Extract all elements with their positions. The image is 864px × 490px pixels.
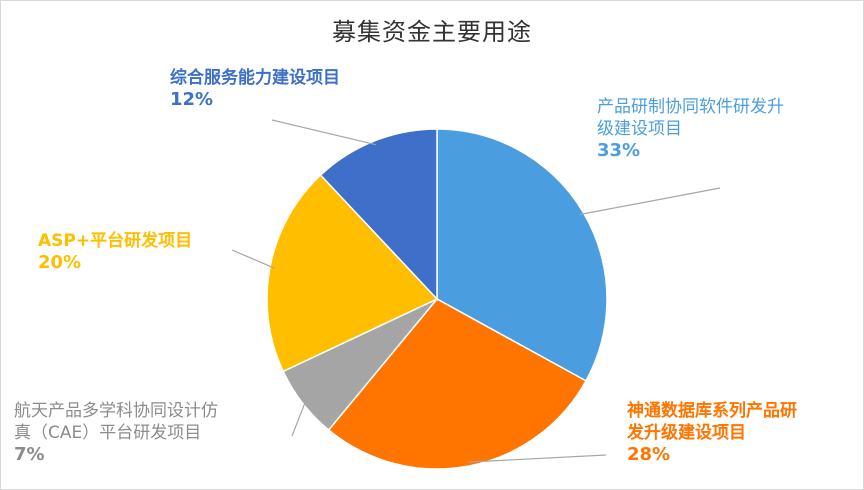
slice-percent: 28% (627, 444, 671, 465)
slice-label-cae-platform: 航天产品多学科协同设计仿 真（CAE）平台研发项目 7% (14, 400, 304, 466)
leader-line (271, 119, 377, 146)
leader-lines (231, 119, 721, 463)
leader-line (579, 187, 721, 216)
leader-line (468, 454, 607, 463)
slice-product-collab (436, 128, 608, 382)
slice-label-text: 级建设项目 (597, 119, 682, 139)
chart-title: 募集资金主要用途 (332, 18, 532, 46)
slice-label-product-collab: 产品研制协同软件研发升 级建设项目 33% (597, 96, 807, 162)
slice-label-text: 综合服务能力建设项目 (170, 68, 340, 88)
slice-label-service-capacity: 综合服务能力建设项目 12% (170, 67, 430, 111)
slice-label-text: 产品研制协同软件研发升 (597, 97, 784, 117)
slice-percent: 33% (597, 140, 641, 161)
slice-percent: 12% (170, 89, 214, 110)
slice-label-text: 真（CAE）平台研发项目 (14, 423, 202, 443)
slice-shentong-db (327, 298, 587, 470)
slice-label-text: 发升级建设项目 (627, 423, 746, 443)
slice-service-capacity (319, 128, 438, 301)
slice-percent: 7% (14, 444, 45, 465)
leader-line (231, 249, 275, 269)
slice-asp-platform (266, 174, 439, 373)
slice-label-text: 神通数据库系列产品研 (627, 401, 797, 421)
leader-line (291, 400, 307, 437)
slice-label-text: 航天产品多学科协同设计仿 (14, 401, 218, 421)
slice-label-shentong-db: 神通数据库系列产品研 发升级建设项目 28% (627, 400, 857, 466)
pie-slices (266, 128, 608, 470)
slice-label-asp-platform: ASP+平台研发项目 20% (38, 230, 278, 274)
slice-percent: 20% (38, 252, 82, 273)
slice-label-text: ASP+平台研发项目 (38, 231, 193, 251)
